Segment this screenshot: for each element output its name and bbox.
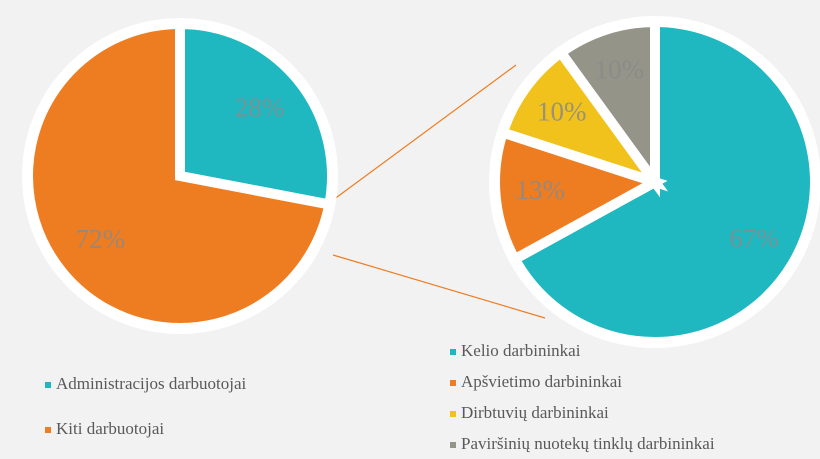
legend-label: Paviršinių nuotekų tinklų darbininkai — [461, 434, 715, 453]
legend-label: Administracijos darbuotojai — [56, 374, 247, 393]
slice-label: 10% — [595, 55, 645, 85]
legend-marker — [450, 411, 456, 417]
pie-slice — [23, 18, 336, 333]
slice-label: 67% — [729, 223, 779, 253]
legend-marker — [45, 382, 51, 388]
slice-label: 10% — [537, 96, 587, 126]
legend-label: Dirbtuvių darbininkai — [461, 403, 609, 422]
connector-line — [332, 64, 517, 201]
legend-marker — [450, 442, 456, 448]
slice-label: 72% — [76, 224, 126, 254]
pie-slice — [553, 16, 660, 198]
legend-label: Apšvietimo darbininkai — [461, 372, 622, 391]
pie-slice — [490, 126, 668, 266]
connector-line — [332, 254, 546, 319]
legend-label: Kiti darbuotojai — [56, 419, 164, 438]
legend-label: Kelio darbininkai — [461, 341, 581, 360]
legend-marker — [450, 380, 456, 386]
slice-label: 28% — [235, 92, 285, 122]
legend-marker — [450, 349, 456, 355]
pie-slice — [175, 18, 337, 211]
slice-label: 13% — [516, 175, 566, 205]
legend-marker — [45, 427, 51, 433]
